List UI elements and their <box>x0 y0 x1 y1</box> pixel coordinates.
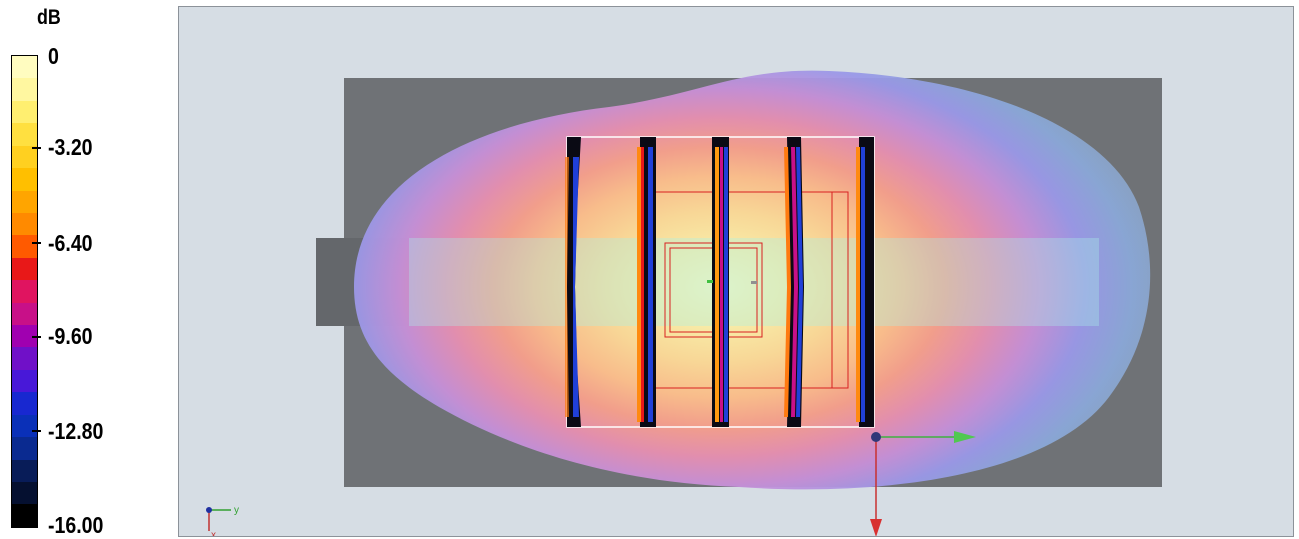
port-marker <box>707 280 713 283</box>
colorbar-segment <box>12 168 37 191</box>
local-axes <box>870 431 976 536</box>
field-distribution <box>354 70 1151 490</box>
legend-tick-1: -3.20 <box>48 134 93 160</box>
colorbar-segment <box>12 235 37 258</box>
resonator-strips <box>565 137 874 427</box>
colorbar-segment <box>12 280 37 303</box>
legend-tickmark <box>32 242 41 244</box>
colorbar-segment <box>12 257 37 281</box>
colorbar-segment <box>12 123 37 146</box>
legend-tick-5: -16.00 <box>48 512 104 538</box>
colorbar-segment <box>12 504 37 527</box>
axis-triad-x-label: x <box>211 530 216 537</box>
color-legend: dB 0 -3.20 -6.40 -9.60 -12.80 -16.00 <box>0 0 170 539</box>
colorbar-segment <box>12 482 37 505</box>
legend-colorbar <box>11 55 38 528</box>
legend-tickmark <box>32 147 41 149</box>
legend-tick-4: -12.80 <box>48 418 104 444</box>
legend-tick-2: -6.40 <box>48 230 93 256</box>
colorbar-segment <box>12 190 37 213</box>
legend-tickmark <box>32 336 41 338</box>
colorbar-segment <box>12 414 37 438</box>
colorbar-segment <box>12 459 37 483</box>
colorbar-segment <box>12 100 37 124</box>
axis-triad-y-label: y <box>234 505 239 516</box>
colorbar-segment <box>12 369 37 393</box>
colorbar-segment <box>12 78 37 101</box>
colorbar-segment <box>12 56 37 79</box>
legend-unit: dB <box>37 6 61 29</box>
3d-viewport[interactable]: y x <box>178 6 1294 537</box>
legend-tickmark <box>32 430 41 432</box>
field-plot: y x <box>206 70 1162 537</box>
colorbar-segment <box>12 437 37 460</box>
colorbar-segment <box>12 325 37 348</box>
legend-tick-3: -9.60 <box>48 323 93 349</box>
colorbar-segment <box>12 212 37 236</box>
colorbar-segment <box>12 347 37 370</box>
legend-tick-0: 0 <box>48 43 59 69</box>
colorbar-segment <box>12 392 37 415</box>
axis-triad-icon: y x <box>206 505 239 537</box>
colorbar-segment <box>12 302 37 326</box>
patch-edge <box>831 191 849 389</box>
colorbar-segment <box>12 145 37 169</box>
port-marker <box>751 281 757 284</box>
